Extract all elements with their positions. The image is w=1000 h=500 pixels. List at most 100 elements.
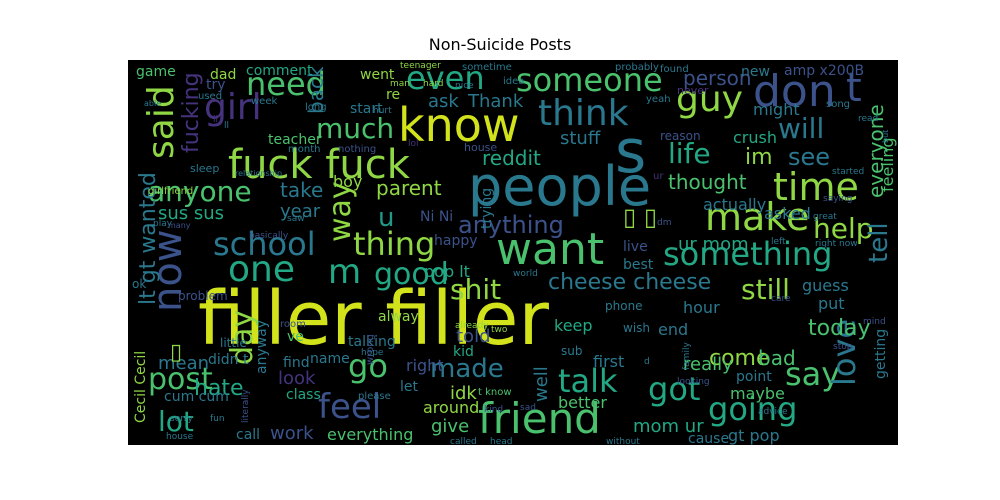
word-say: say	[785, 355, 841, 393]
word-wrong: wrong	[365, 333, 376, 365]
word-new: new	[741, 64, 770, 80]
word-wish: wish	[623, 321, 651, 335]
word-went: went	[360, 67, 395, 83]
word-work: work	[270, 423, 314, 444]
word-please: please	[358, 391, 391, 402]
word-idea: idea	[503, 76, 525, 87]
word-go: go	[348, 347, 388, 385]
word-man: man	[390, 79, 410, 89]
word-but: but	[881, 129, 890, 144]
word-guess: guess	[802, 276, 849, 295]
word-family: family	[682, 341, 692, 370]
word-trying: trying	[479, 188, 495, 230]
word-relationship: relationship	[235, 169, 283, 178]
word-basically: basically	[249, 231, 289, 241]
word-ll: ll	[213, 115, 219, 125]
word-come: come	[709, 346, 770, 371]
word-left: left	[771, 237, 786, 247]
word-d: d	[644, 357, 650, 367]
chart-title: Non-Suicide Posts	[428, 35, 572, 54]
word-person: person	[683, 66, 752, 90]
word-year: year	[280, 201, 321, 222]
word-maybe: maybe	[730, 384, 785, 403]
word-something: something	[663, 235, 833, 273]
word-cause: cause	[688, 431, 730, 445]
word-alway: alway	[378, 309, 419, 325]
word-feel: feel	[318, 387, 382, 427]
word-hour: hour	[683, 298, 720, 317]
word-already: already	[455, 321, 489, 331]
word-sad: sad	[520, 403, 536, 413]
word-literally: literally	[241, 388, 251, 423]
word-keep: keep	[554, 316, 593, 335]
word-ur-mom: ur mom	[678, 234, 749, 255]
word-life: life	[668, 137, 711, 170]
word-well: well	[531, 365, 552, 402]
word-put: put	[818, 294, 845, 313]
word-want: want	[496, 224, 605, 275]
word-think: think	[538, 93, 629, 134]
word-fuck-fuck: fuck fuck	[228, 142, 410, 188]
word-name: name	[310, 351, 350, 367]
word-sorry: sorry	[170, 414, 193, 424]
word-guy: guy	[676, 79, 743, 120]
word-cheese-cheese: cheese cheese	[548, 270, 712, 295]
word-even: even	[406, 60, 485, 97]
word-one: one	[228, 249, 295, 290]
word-around: around	[423, 398, 480, 417]
word-take: take	[280, 178, 324, 202]
word-two: two	[491, 325, 508, 335]
word-filler-filler: filler filler	[198, 276, 549, 362]
word-anyone: anyone	[148, 175, 252, 208]
word-boy: boy	[333, 172, 363, 191]
word-start: start	[350, 101, 383, 117]
word-someone: someone	[516, 61, 663, 99]
word-school: school	[213, 225, 316, 263]
word-great: great	[813, 212, 837, 222]
word-m: m	[328, 252, 362, 292]
word-long: long	[305, 102, 327, 113]
word-house: house	[464, 141, 498, 154]
word-im: im	[745, 145, 773, 170]
word-know: know	[398, 98, 520, 152]
word-people: people	[468, 155, 652, 218]
word-don: don	[753, 66, 836, 117]
word-make: make	[705, 195, 810, 239]
word-mom-ur: mom ur	[633, 416, 704, 437]
word-saying: saying	[823, 194, 853, 204]
word-lot: lot	[158, 405, 194, 438]
word-looking: looking	[677, 377, 710, 387]
word-hurt: hurt	[373, 106, 392, 116]
word-might: might	[753, 100, 800, 119]
word-sleep: sleep	[190, 162, 220, 175]
word-need: need	[246, 65, 326, 103]
word-game: game	[136, 64, 176, 80]
word-teenager: teenager	[400, 61, 441, 71]
word-really: really	[683, 354, 733, 375]
word-play: play	[153, 219, 173, 229]
word-probably: probably	[615, 62, 659, 73]
word-used: used	[198, 91, 223, 102]
word-hope: hope	[361, 348, 384, 358]
word-feeling: feeling	[878, 137, 897, 192]
word-help: help	[813, 212, 874, 245]
word-reddit: reddit	[482, 146, 541, 170]
word-best: best	[623, 257, 654, 273]
word-live: live	[623, 239, 648, 255]
word-give: give	[431, 416, 470, 437]
word-phone: phone	[605, 299, 643, 313]
word-comment: comment	[246, 63, 313, 79]
word-didn-t: didn t	[208, 352, 249, 368]
word-post: post	[148, 362, 213, 397]
word-shit: shit	[450, 273, 502, 306]
word-advice: advice	[758, 407, 788, 417]
word-find: find	[283, 355, 310, 371]
word-kid: kid	[453, 344, 474, 360]
word-ve: ve	[287, 329, 304, 345]
word-stuff: stuff	[560, 128, 601, 149]
word-sometime: sometime	[462, 62, 512, 73]
word-gt-pop: gt pop	[728, 426, 780, 445]
word-hate: hate	[194, 376, 244, 401]
word-cloud: filler filler people want know fuck fuck frie…	[128, 60, 898, 445]
word-sus-sus: sus sus	[158, 203, 225, 224]
